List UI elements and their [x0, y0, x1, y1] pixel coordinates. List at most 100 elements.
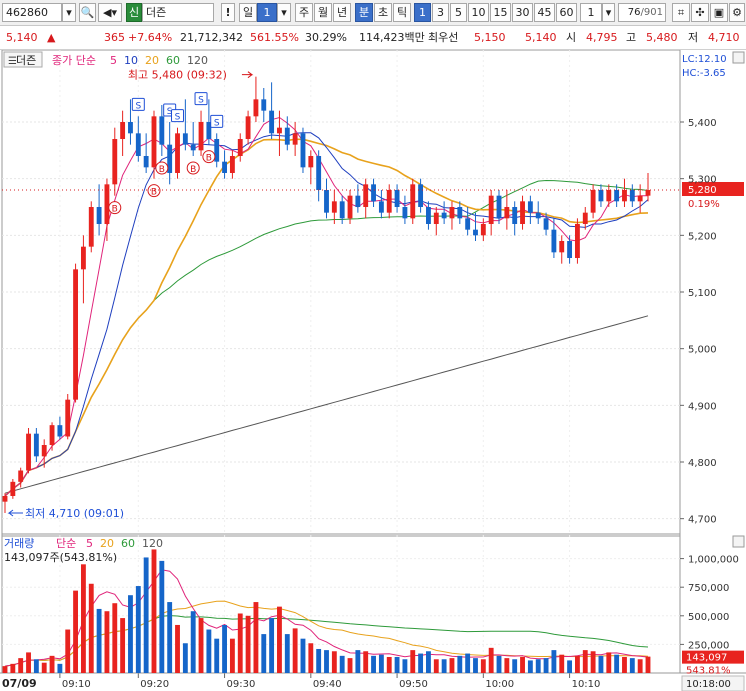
period-label-day[interactable]: 일 — [239, 3, 257, 22]
candle — [378, 201, 384, 213]
price-legend-period: 10 — [124, 54, 138, 67]
candle — [151, 116, 157, 168]
bid-price: 5,140 — [525, 31, 557, 44]
candle — [582, 212, 588, 224]
candle — [10, 481, 16, 496]
panel-expand-button[interactable] — [732, 51, 745, 64]
volume-bar — [465, 653, 471, 673]
volume-bar — [167, 602, 173, 673]
count-input[interactable]: 1 — [580, 3, 602, 22]
volume-bar — [26, 652, 31, 673]
price-legend-period: 5 — [110, 54, 117, 67]
volume-bar — [253, 602, 259, 673]
buy-signal-label: B — [151, 188, 157, 198]
volume-bar — [88, 583, 94, 673]
save-icon[interactable]: ▣ — [710, 3, 728, 22]
candle — [57, 425, 63, 437]
page-field[interactable]: 76/901 — [618, 3, 666, 22]
price-legend-title: 더즌 — [16, 54, 36, 67]
buy-signal-marker — [202, 150, 216, 164]
candle — [363, 184, 369, 207]
candle — [394, 190, 400, 207]
candle — [402, 207, 408, 219]
period-year-button[interactable]: 년 — [333, 3, 351, 22]
volume-bar — [57, 663, 63, 673]
period-minute-button[interactable]: 분 — [355, 3, 373, 22]
speaker-icon[interactable]: ◀▾ — [98, 3, 122, 22]
candle — [245, 116, 251, 139]
volume-bar — [104, 611, 110, 673]
sell-signal-label: S — [214, 118, 220, 128]
candle — [512, 207, 518, 224]
candle — [2, 496, 8, 502]
minute-3-button[interactable]: 3 — [432, 3, 449, 22]
stock-code-input[interactable]: 462860 — [2, 3, 62, 22]
quote-bar: 5,140 ▲ 365 +7.64% 21,712,342 561.55% 30… — [0, 26, 746, 50]
grid-icon[interactable]: ⌗ — [672, 3, 690, 22]
period-month-button[interactable]: 월 — [314, 3, 332, 22]
minute-60-button[interactable]: 60 — [556, 3, 577, 22]
chart-tab[interactable] — [3, 51, 43, 68]
volume-legend-period: 120 — [142, 537, 163, 550]
open-price: 4,795 — [586, 31, 618, 44]
candle — [182, 133, 188, 145]
period-week-button[interactable]: 주 — [295, 3, 313, 22]
minute-15-button[interactable]: 15 — [490, 3, 511, 22]
ma10-line — [4, 132, 649, 497]
volume-bar — [222, 624, 227, 673]
count-dropdown-button[interactable]: ▾ — [602, 3, 615, 22]
volume-panel-collapse-button[interactable] — [732, 535, 745, 548]
candle — [128, 122, 133, 134]
volume-bar — [112, 603, 118, 673]
volume-bar — [433, 659, 439, 673]
volume-bar — [488, 647, 494, 673]
volume-legend-period: 5 — [86, 537, 93, 550]
period-dropdown-button[interactable]: ▾ — [277, 3, 291, 22]
search-icon[interactable]: 🔍 — [79, 3, 96, 22]
volume-bar — [504, 658, 510, 673]
stock-name-field[interactable]: 더즌 — [142, 3, 214, 22]
minute-5-button[interactable]: 5 — [450, 3, 467, 22]
volume-legend-period: 60 — [121, 537, 135, 550]
current-price-tag — [682, 182, 744, 196]
candle — [167, 144, 173, 173]
time-tick-label: 09:30 — [227, 679, 256, 690]
volume-bar — [292, 628, 298, 673]
period-second-button[interactable]: 초 — [374, 3, 392, 22]
volume-bar — [10, 663, 16, 673]
volume-tick-label: 1,000,000 — [688, 555, 739, 566]
minute-45-button[interactable]: 45 — [534, 3, 555, 22]
period-tick-button[interactable]: 틱 — [393, 3, 411, 22]
crosshair-icon[interactable]: ✣ — [691, 3, 709, 22]
minute-10-button[interactable]: 10 — [468, 3, 489, 22]
menu-icon: ☰ — [8, 56, 17, 67]
buy-signal-marker — [186, 161, 200, 175]
minute-1-button[interactable]: 1 — [414, 3, 431, 22]
candle — [112, 139, 118, 185]
volume-bar — [567, 660, 573, 673]
time-tick-label: 09:50 — [399, 679, 428, 690]
chart-area[interactable]: ☰ 더즌 종가 단순 5 10 20 60 120 거래량 단순 5 20 60 120 143,097주(… — [0, 50, 746, 691]
buy-signal-label: B — [159, 165, 165, 175]
current-price-tag-label: 5,280 — [688, 185, 717, 196]
volume-bar — [18, 658, 24, 673]
volume-bar — [378, 654, 384, 673]
volume-bar — [284, 634, 290, 673]
current-volume-tag — [682, 650, 744, 664]
volume-bar — [2, 666, 8, 673]
settings-icon[interactable]: ⚙ — [729, 3, 745, 22]
buy-signal-marker — [108, 201, 122, 215]
price-tick-label: 5,200 — [688, 231, 717, 242]
candle — [331, 201, 337, 213]
buy-signal-marker — [147, 184, 161, 198]
period-value-input[interactable]: 1 — [257, 3, 277, 22]
volume-bar — [590, 651, 596, 673]
minute-30-button[interactable]: 30 — [512, 3, 533, 22]
code-dropdown-button[interactable]: ▾ — [62, 3, 76, 22]
volume-bar — [386, 656, 392, 673]
candle — [410, 184, 416, 219]
info-button[interactable]: ! — [221, 3, 235, 22]
ma20-line — [4, 138, 649, 497]
candle — [614, 190, 620, 202]
candle — [229, 156, 235, 173]
